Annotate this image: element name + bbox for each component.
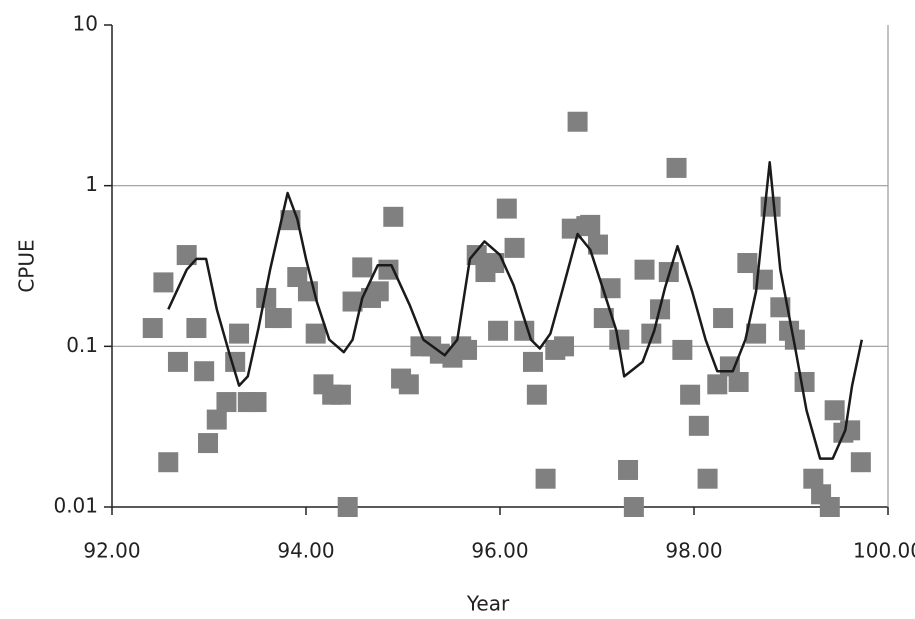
data-point <box>496 198 517 219</box>
x-axis-title: Year <box>466 592 510 616</box>
data-point <box>526 384 547 405</box>
data-point <box>634 259 655 280</box>
data-point <box>535 468 556 489</box>
data-point <box>819 497 840 517</box>
data-point <box>488 320 509 341</box>
data-point <box>641 323 662 344</box>
y-tick-label: 0.1 <box>66 333 98 357</box>
data-point <box>337 497 358 517</box>
data-point <box>330 384 351 405</box>
data-point <box>609 329 630 350</box>
data-point <box>666 157 687 178</box>
y-tick-label: 0.01 <box>53 494 98 518</box>
data-point <box>246 392 267 413</box>
data-point <box>153 272 174 293</box>
x-tick-label: 92.00 <box>83 539 140 563</box>
data-point <box>728 371 749 392</box>
x-tick-label: 100.00 <box>853 539 915 563</box>
data-point <box>256 287 277 308</box>
x-tick-label: 96.00 <box>471 539 528 563</box>
data-point <box>522 351 543 372</box>
data-point <box>803 468 824 489</box>
data-point <box>158 452 179 473</box>
data-point <box>198 433 219 454</box>
data-point <box>593 308 614 329</box>
data-point <box>850 452 871 473</box>
data-point <box>697 468 718 489</box>
data-point <box>587 234 608 255</box>
data-point <box>680 384 701 405</box>
y-tick-label: 1 <box>85 172 98 196</box>
data-point <box>713 308 734 329</box>
data-point <box>457 339 478 360</box>
data-point <box>368 281 389 302</box>
data-point <box>186 318 207 339</box>
data-point <box>216 392 237 413</box>
x-tick-label: 94.00 <box>277 539 334 563</box>
fit-line <box>167 160 864 460</box>
data-point <box>623 497 644 517</box>
data-point <box>466 245 487 266</box>
data-point <box>383 206 404 227</box>
data-point <box>618 459 639 480</box>
data-point <box>746 323 767 344</box>
data-point <box>305 323 326 344</box>
data-point <box>484 253 505 274</box>
data-point <box>554 336 575 357</box>
data-point <box>794 371 815 392</box>
y-axis-title: CPUE <box>15 239 39 292</box>
data-point <box>824 400 845 421</box>
y-tick-label: 10 <box>73 12 98 36</box>
data-point <box>342 291 363 312</box>
data-point <box>167 351 188 372</box>
data-point <box>194 361 215 382</box>
data-point <box>688 415 709 436</box>
data-point <box>352 257 373 278</box>
data-point <box>580 214 601 235</box>
data-point <box>176 245 197 266</box>
data-point <box>398 374 419 395</box>
data-point <box>206 409 227 430</box>
data-point <box>271 308 292 329</box>
data-point <box>142 318 163 339</box>
x-tick-label: 98.00 <box>665 539 722 563</box>
data-point <box>707 374 728 395</box>
data-point <box>504 237 525 258</box>
data-point <box>737 253 758 274</box>
data-point <box>672 339 693 360</box>
data-point <box>567 111 588 132</box>
data-point <box>229 323 250 344</box>
